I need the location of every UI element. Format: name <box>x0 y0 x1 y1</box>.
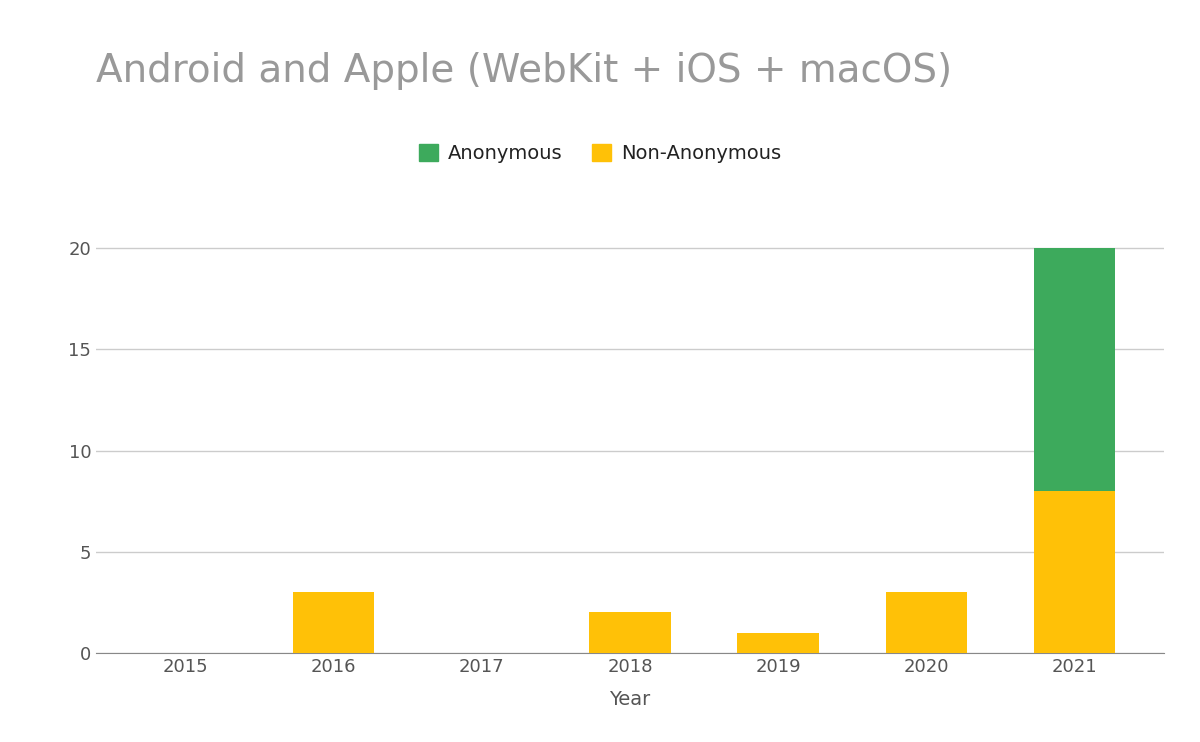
Bar <box>886 592 967 653</box>
Bar <box>293 592 374 653</box>
Bar <box>589 612 671 653</box>
Bar <box>738 633 818 653</box>
Text: Android and Apple (WebKit + iOS + macOS): Android and Apple (WebKit + iOS + macOS) <box>96 52 952 90</box>
Legend: Anonymous, Non-Anonymous: Anonymous, Non-Anonymous <box>412 136 788 171</box>
Bar <box>1034 249 1116 491</box>
X-axis label: Year: Year <box>610 690 650 709</box>
Bar <box>1034 491 1116 653</box>
